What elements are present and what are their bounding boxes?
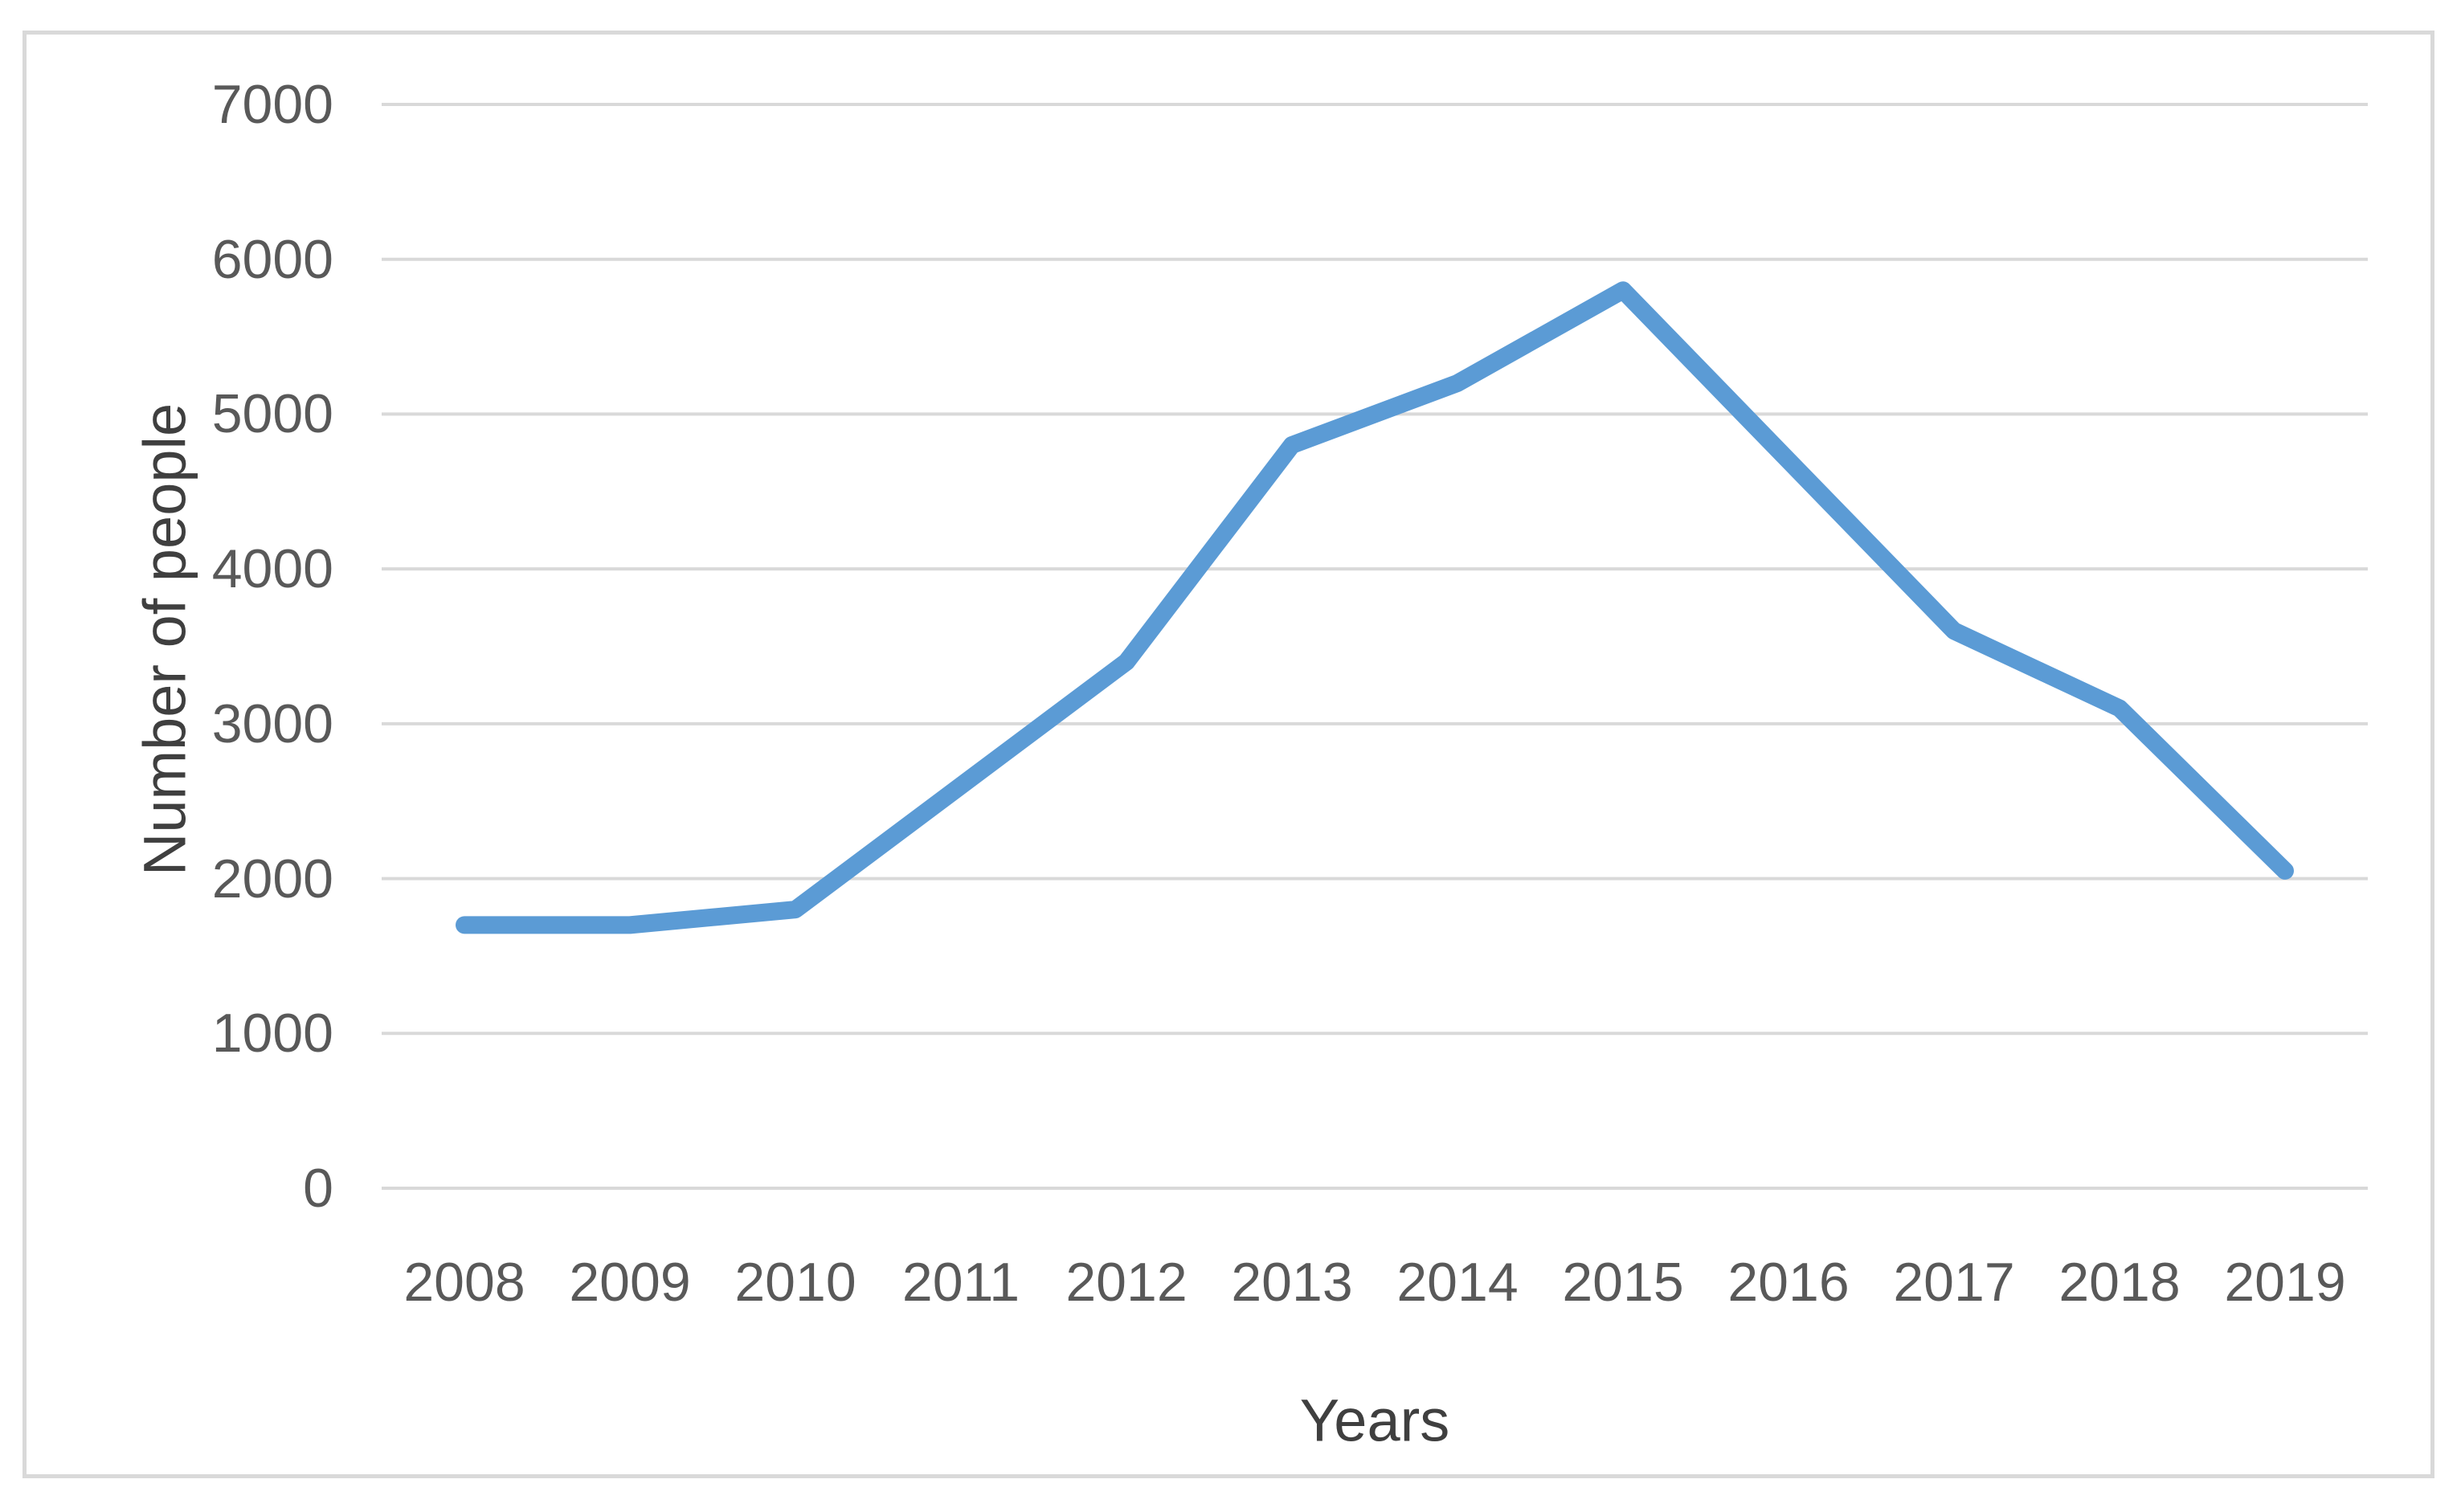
y-tick-label-4000: 4000 [211,538,333,600]
y-tick-label-1000: 1000 [211,1003,333,1065]
x-axis-title: Years [1299,1387,1450,1454]
x-tick-label-2018: 2018 [2058,1252,2181,1313]
x-tick-label-2019: 2019 [2224,1252,2346,1313]
y-tick-label-7000: 7000 [211,74,333,135]
y-tick-label-2000: 2000 [211,848,333,909]
x-tick-label-2011: 2011 [901,1252,1020,1313]
x-tick-label-2010: 2010 [734,1252,856,1313]
x-tick-label-2012: 2012 [1065,1252,1188,1313]
gridlines [382,103,2368,1190]
y-tick-label-6000: 6000 [211,228,333,290]
x-tick-label-2017: 2017 [1893,1252,2015,1313]
series-line [456,281,2294,934]
x-tick-label-2016: 2016 [1727,1252,1850,1313]
x-tick-label-2013: 2013 [1231,1252,1353,1313]
data-series [456,281,2294,934]
y-axis-title: Number of people [131,403,198,877]
x-tick-label-2009: 2009 [569,1252,691,1313]
x-tick-label-2008: 2008 [403,1252,525,1313]
y-tick-label-3000: 3000 [211,693,333,754]
y-tick-label-0: 0 [303,1158,333,1219]
y-tick-label-5000: 5000 [211,383,333,445]
x-tick-label-2014: 2014 [1396,1252,1519,1313]
x-tick-label-2015: 2015 [1562,1252,1684,1313]
chart-border [22,31,2434,1478]
